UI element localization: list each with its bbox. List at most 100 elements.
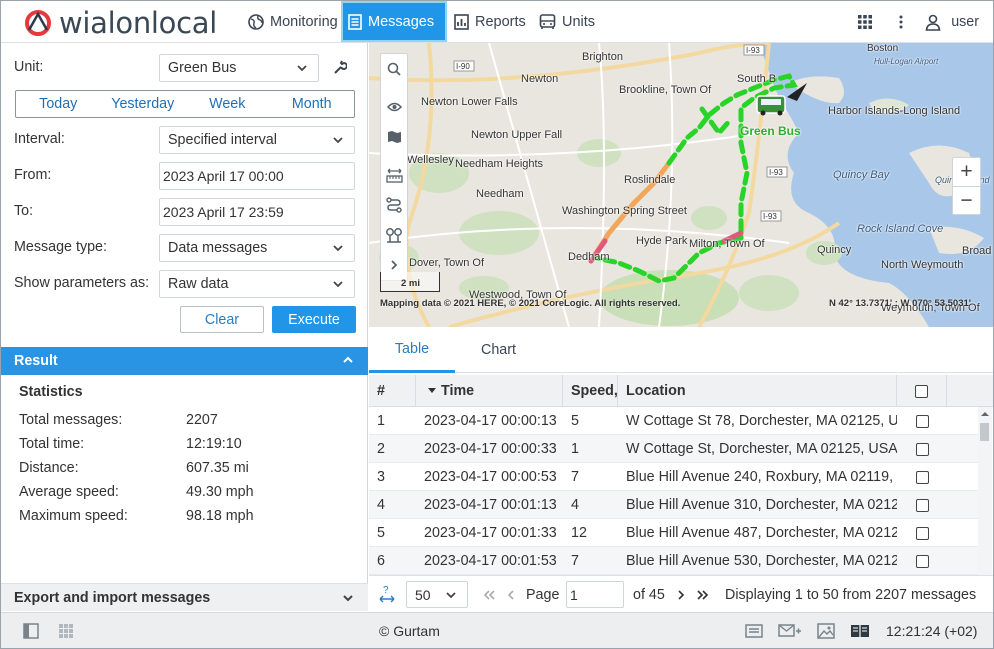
tab-chart[interactable]: Chart (481, 342, 516, 358)
grid-layout-icon[interactable] (58, 623, 74, 639)
road-shield: I-93 (769, 168, 783, 177)
select-all-checkbox[interactable] (915, 384, 928, 398)
road-shield: I-90 (456, 62, 470, 71)
nav-monitoring[interactable]: Monitoring (241, 1, 345, 43)
cell-select (897, 435, 947, 463)
nav-reports[interactable]: Reports (447, 1, 533, 43)
map-visibility-button[interactable] (381, 92, 407, 122)
svg-text:?: ? (383, 585, 389, 596)
map-label: Needham Heights (455, 158, 544, 170)
logo[interactable]: wialonlocal (23, 5, 217, 41)
zoom-in-button[interactable]: + (960, 160, 973, 183)
previous-page-button[interactable] (507, 576, 516, 613)
period-today[interactable]: Today (39, 96, 78, 112)
interval-select[interactable]: Specified interval (159, 126, 355, 154)
chevron-down-icon (297, 65, 307, 72)
show-parameters-select[interactable]: Raw data (159, 270, 355, 298)
map-search-button[interactable] (381, 54, 407, 84)
unit-properties-button[interactable] (333, 59, 348, 78)
user-menu[interactable]: user (919, 1, 993, 43)
apps-grid-button[interactable] (847, 1, 883, 43)
cell-number: 3 (377, 469, 385, 485)
autosize-columns-button[interactable]: ? (379, 584, 395, 607)
send-message-icon[interactable] (778, 623, 802, 639)
map-scale-label: 2 mi (401, 278, 421, 289)
last-page-button[interactable] (696, 576, 710, 613)
stat-value: 2207 (186, 412, 218, 428)
table-row[interactable]: 2 2023-04-17 00:00:33 1 W Cottage St, Do… (369, 435, 979, 463)
period-month[interactable]: Month (291, 96, 332, 112)
row-checkbox[interactable] (915, 470, 929, 484)
nav-units[interactable]: Units (532, 1, 602, 43)
cell-number: 4 (377, 497, 385, 513)
to-field[interactable]: 2023 April 17 23:59 (159, 198, 355, 226)
map-ruler-button[interactable] (381, 160, 407, 190)
row-checkbox[interactable] (915, 526, 929, 540)
map-view[interactable]: I-90 I-93 I-93 I-93 Brighton Newton Newt… (369, 43, 993, 327)
page-number-input[interactable]: 1 (566, 581, 624, 608)
column-header-time[interactable]: Time (416, 375, 563, 407)
statistics-title: Statistics (19, 384, 83, 400)
first-page-button[interactable] (482, 576, 496, 613)
period-selector: Today Yesterday Week Month (15, 90, 355, 118)
row-checkbox[interactable] (915, 498, 929, 512)
row-checkbox[interactable] (915, 442, 929, 456)
result-title: Result (14, 353, 58, 369)
map-layers-button[interactable] (381, 122, 407, 152)
period-yesterday[interactable]: Yesterday (111, 96, 175, 112)
result-section-header[interactable]: Result (1, 347, 368, 375)
table-scrollbar[interactable] (978, 407, 992, 575)
nav-reports-label: Reports (475, 14, 526, 30)
zoom-out-button[interactable]: − (953, 186, 980, 214)
map-label: Dover, Town Of (409, 257, 484, 269)
nav-monitoring-label: Monitoring (270, 14, 338, 30)
page-size-select[interactable]: 50 (406, 581, 468, 608)
show-parameters-value: Raw data (168, 276, 229, 292)
map-geofence-button[interactable] (381, 220, 407, 250)
clear-button[interactable]: Clear (180, 306, 264, 333)
table-row[interactable]: 3 2023-04-17 00:00:53 7 Blue Hill Avenue… (369, 463, 979, 491)
table-row[interactable]: 5 2023-04-17 00:01:33 12 Blue Hill Avenu… (369, 519, 979, 547)
from-field[interactable]: 2023 April 17 00:00 (159, 162, 355, 190)
row-checkbox[interactable] (915, 554, 929, 568)
book-icon[interactable] (850, 623, 870, 639)
map-route-button[interactable] (381, 190, 407, 220)
export-import-section-header[interactable]: Export and import messages (1, 583, 368, 611)
panel-toggle-icon[interactable] (23, 623, 39, 639)
to-label: To: (14, 203, 34, 219)
wrench-icon (334, 60, 348, 74)
map-label: Milton, Town Of (689, 238, 765, 250)
table-row[interactable]: 6 2023-04-17 00:01:53 7 Blue Hill Avenue… (369, 547, 979, 575)
stat-label: Total time: (19, 436, 85, 452)
unit-map-label[interactable]: Green Bus (740, 124, 801, 138)
cell-time: 2023-04-17 00:00:33 (424, 441, 557, 457)
column-header-location[interactable]: Location (618, 375, 897, 407)
cell-select (897, 491, 947, 519)
message-type-label: Message type: (14, 239, 107, 255)
table-row[interactable]: 4 2023-04-17 00:01:13 4 Blue Hill Avenue… (369, 491, 979, 519)
map-attribution: Mapping data © 2021 HERE, © 2021 CoreLog… (380, 298, 681, 309)
road-shield: I-93 (746, 46, 760, 55)
message-type-select[interactable]: Data messages (159, 234, 355, 262)
period-week[interactable]: Week (209, 96, 246, 112)
page-label: Page (526, 586, 560, 603)
notifications-icon[interactable] (745, 623, 763, 639)
column-header-number[interactable]: # (369, 375, 416, 407)
more-menu-button[interactable] (883, 1, 919, 43)
scrollbar-thumb[interactable] (980, 423, 989, 441)
nav-messages[interactable]: Messages (341, 1, 447, 42)
map-toolbar-divider (381, 84, 407, 92)
cell-number: 1 (377, 413, 385, 429)
unit-select[interactable]: Green Bus (159, 54, 319, 82)
tab-table[interactable]: Table (369, 327, 455, 373)
column-header-speed[interactable]: Speed, (563, 375, 618, 407)
table-row[interactable]: 1 2023-04-17 00:00:13 5 W Cottage St 78,… (369, 407, 979, 435)
displaying-info: Displaying 1 to 50 from 2207 messages (725, 586, 977, 603)
stat-value: 607.35 mi (186, 460, 249, 476)
map-toolbar-expand-button[interactable] (381, 250, 407, 280)
row-checkbox[interactable] (915, 414, 929, 428)
gallery-icon[interactable] (817, 623, 835, 639)
header-actions: user (847, 1, 993, 43)
next-page-button[interactable] (676, 576, 685, 613)
execute-button[interactable]: Execute (272, 306, 356, 333)
